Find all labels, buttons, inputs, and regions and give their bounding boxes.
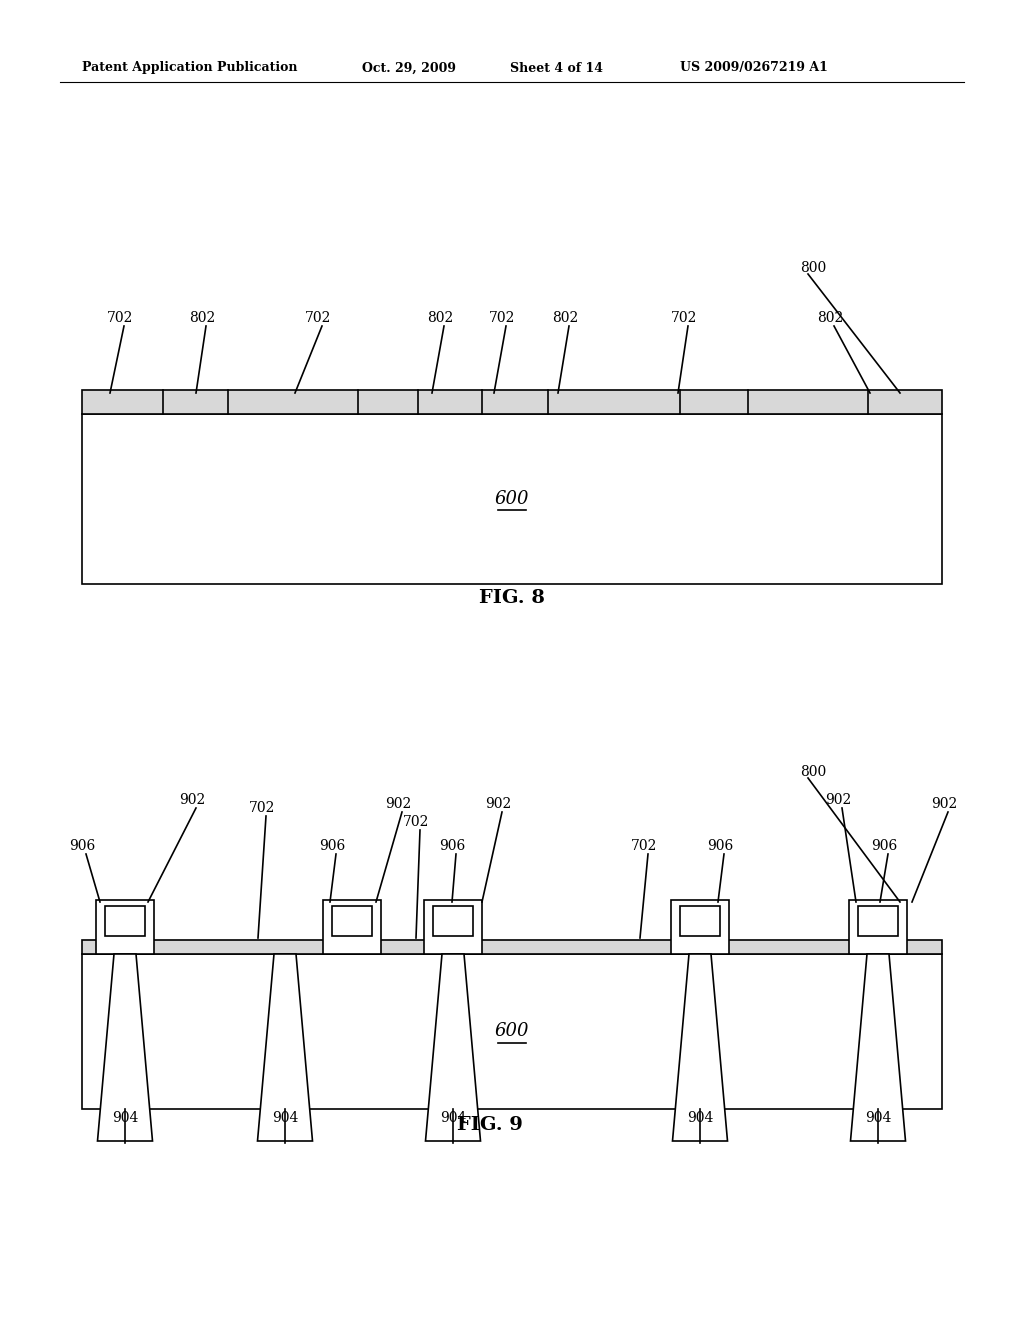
Text: 802: 802 xyxy=(427,312,454,325)
Text: FIG. 9: FIG. 9 xyxy=(457,1115,523,1134)
Text: 904: 904 xyxy=(271,1111,298,1125)
Text: 902: 902 xyxy=(485,797,511,810)
Text: 906: 906 xyxy=(69,840,95,853)
Text: 802: 802 xyxy=(188,312,215,325)
Bar xyxy=(680,906,720,936)
Text: 702: 702 xyxy=(671,312,697,325)
Bar xyxy=(82,414,942,583)
Text: 902: 902 xyxy=(385,797,411,810)
Text: 702: 702 xyxy=(488,312,515,325)
Text: 600: 600 xyxy=(495,1023,529,1040)
Text: 800: 800 xyxy=(800,766,826,779)
Bar xyxy=(82,389,942,414)
Bar xyxy=(849,900,907,954)
Text: 802: 802 xyxy=(552,312,579,325)
Text: FIG. 8: FIG. 8 xyxy=(479,589,545,607)
Text: 702: 702 xyxy=(631,840,657,853)
Bar xyxy=(332,906,372,936)
Text: 906: 906 xyxy=(439,840,465,853)
Polygon shape xyxy=(257,954,312,1140)
Polygon shape xyxy=(851,954,905,1140)
Bar xyxy=(323,900,381,954)
Text: 702: 702 xyxy=(402,814,429,829)
Text: 906: 906 xyxy=(870,840,897,853)
Bar xyxy=(105,906,145,936)
Bar xyxy=(96,900,154,954)
Bar xyxy=(82,954,942,1109)
Text: Patent Application Publication: Patent Application Publication xyxy=(82,62,298,74)
Text: 800: 800 xyxy=(800,261,826,275)
Text: 702: 702 xyxy=(106,312,133,325)
Text: 904: 904 xyxy=(687,1111,713,1125)
Text: 906: 906 xyxy=(318,840,345,853)
Polygon shape xyxy=(426,954,480,1140)
Polygon shape xyxy=(97,954,153,1140)
Text: 902: 902 xyxy=(179,793,205,807)
Bar xyxy=(671,900,729,954)
Text: 906: 906 xyxy=(707,840,733,853)
Bar xyxy=(82,940,942,954)
Text: 902: 902 xyxy=(931,797,957,810)
Text: 702: 702 xyxy=(249,801,275,814)
Text: 802: 802 xyxy=(817,312,843,325)
Text: 904: 904 xyxy=(440,1111,466,1125)
Text: US 2009/0267219 A1: US 2009/0267219 A1 xyxy=(680,62,827,74)
Text: 702: 702 xyxy=(305,312,331,325)
Text: 600: 600 xyxy=(495,490,529,508)
Text: Oct. 29, 2009: Oct. 29, 2009 xyxy=(362,62,456,74)
Bar xyxy=(858,906,898,936)
Bar xyxy=(424,900,482,954)
Text: 904: 904 xyxy=(112,1111,138,1125)
Polygon shape xyxy=(673,954,727,1140)
Text: 902: 902 xyxy=(825,793,851,807)
Text: Sheet 4 of 14: Sheet 4 of 14 xyxy=(510,62,603,74)
Bar xyxy=(433,906,473,936)
Text: 904: 904 xyxy=(865,1111,891,1125)
